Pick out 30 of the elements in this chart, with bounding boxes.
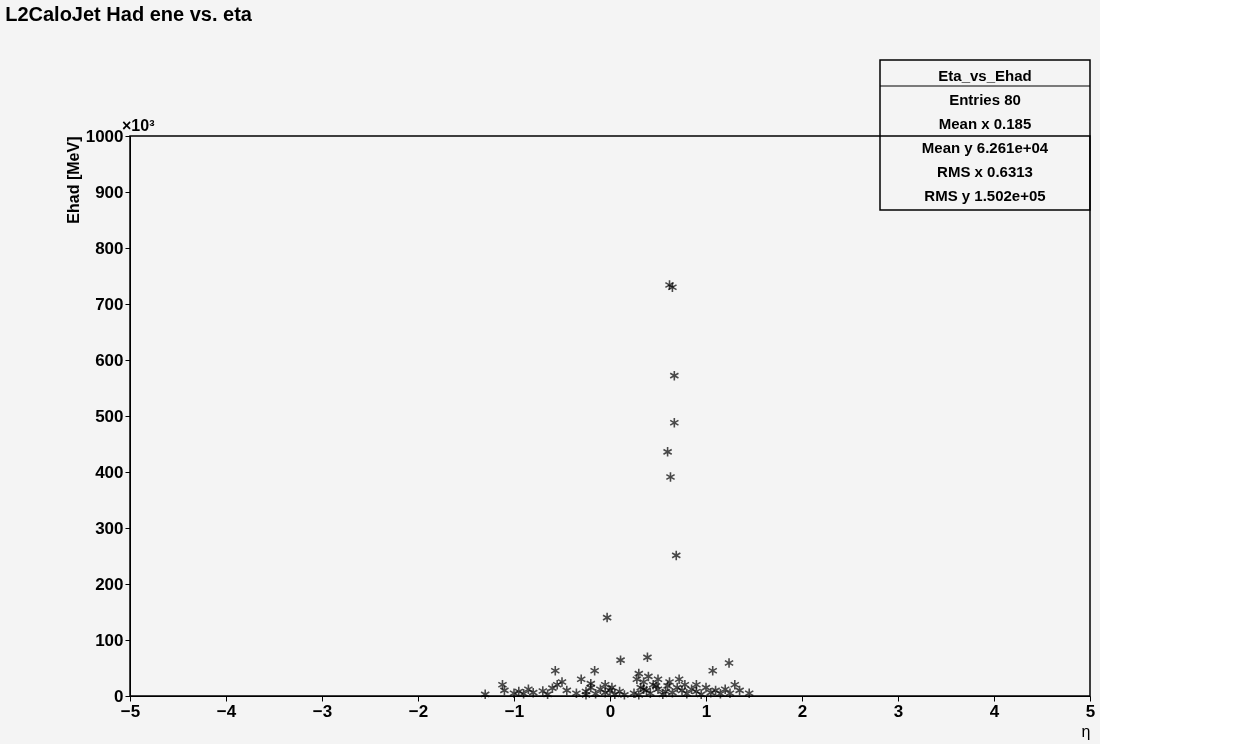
annotation: Mean y 6.261e+04 [921, 139, 1049, 156]
y-tick-label: 400 [95, 462, 124, 482]
text: Eta_vs_Ehad [938, 67, 1032, 84]
y-tick-label: 300 [95, 518, 124, 538]
y-tick-label: 700 [95, 294, 124, 314]
y-tick-label: 800 [95, 238, 124, 258]
y-tick-label: 100 [95, 630, 124, 650]
y-tick-label: 1000 [85, 126, 124, 146]
y-tick-label: 600 [95, 350, 124, 370]
y-tick-label: 200 [95, 574, 124, 594]
y-axis-title: Ehad [MeV] [64, 136, 82, 224]
x-tick-label: −4 [216, 701, 237, 721]
text: ×10³ [122, 117, 155, 134]
x-tick-label: 4 [989, 701, 1000, 721]
text: Mean x 0.185 [938, 115, 1032, 132]
x-tick-label: 3 [893, 701, 904, 721]
annotation: RMS y 1.502e+05 [924, 187, 1046, 204]
x-tick-label: 1 [701, 701, 712, 721]
x-tick-label: 5 [1085, 701, 1096, 721]
x-tick-label: 2 [797, 701, 808, 721]
annotation: RMS x 0.6313 [937, 163, 1033, 180]
x-tick-label: 0 [605, 701, 616, 721]
x-tick-label: −2 [408, 701, 429, 721]
y-tick-label: 500 [95, 406, 124, 426]
x-tick-label: −1 [504, 701, 525, 721]
x-tick-label: −3 [312, 701, 333, 721]
text: Entries 80 [949, 91, 1021, 108]
x-axis-title: η [1081, 722, 1091, 740]
chart-title: L2CaloJet Had ene vs. eta [5, 3, 253, 26]
y-tick-label: 900 [95, 182, 124, 202]
